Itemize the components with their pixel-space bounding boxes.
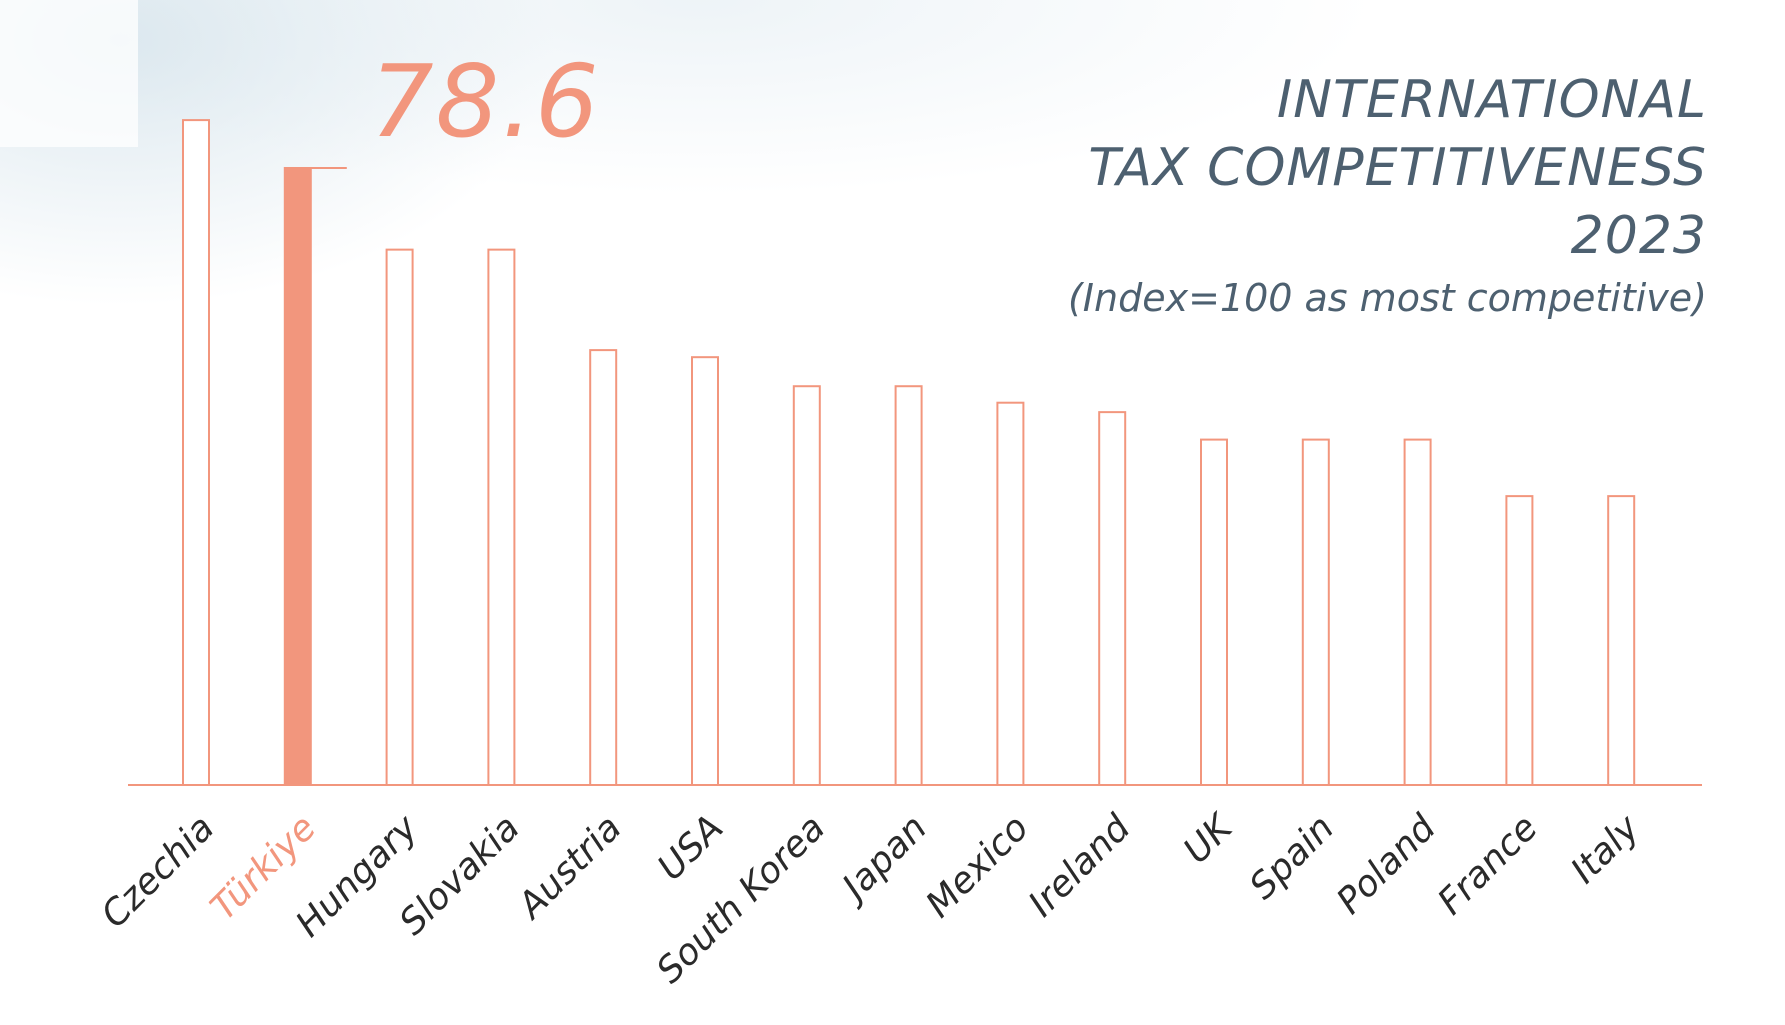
bar-usa <box>691 356 719 786</box>
x-tick-label-italy: Italy <box>1563 807 1648 892</box>
bar-slovakia <box>487 248 516 786</box>
highlight-value-callout: 78.6 <box>370 43 601 160</box>
bar-japan <box>894 385 923 786</box>
bar-czechia <box>182 119 210 787</box>
corner-decoration <box>0 0 138 147</box>
chart-title-block: INTERNATIONAL TAX COMPETITIVENESS 2023 (… <box>1068 66 1707 324</box>
bar-mexico <box>996 401 1025 786</box>
bar-uk <box>1200 438 1228 786</box>
title-line-2: TAX COMPETITIVENESS <box>1088 138 1707 198</box>
x-tick-label-france: France <box>1430 807 1545 922</box>
title-line-1: INTERNATIONAL <box>1276 70 1707 130</box>
bar-spain <box>1301 438 1330 786</box>
bar-austria <box>589 349 618 786</box>
bar-hungary <box>385 248 414 786</box>
x-tick-label-usa: USA <box>650 807 731 888</box>
x-tick-label-spain: Spain <box>1242 807 1342 907</box>
bar-south-korea <box>792 385 821 786</box>
bar-italy <box>1607 495 1636 786</box>
bar-poland <box>1403 438 1432 786</box>
bar-france <box>1505 495 1534 786</box>
bar-t-rkiye <box>283 166 312 787</box>
x-tick-label-austria: Austria <box>509 807 629 927</box>
x-tick-label-czechia: Czechia <box>94 807 223 936</box>
chart-subtitle: (Index=100 as most competitive) <box>1067 276 1707 320</box>
x-tick-label-uk: UK <box>1176 806 1242 872</box>
x-tick-label-mexico: Mexico <box>918 807 1036 925</box>
x-tick-label-ireland: Ireland <box>1021 807 1139 925</box>
x-tick-label-poland: Poland <box>1329 807 1445 923</box>
bar-ireland <box>1098 411 1127 786</box>
title-line-3: 2023 <box>1570 206 1707 266</box>
